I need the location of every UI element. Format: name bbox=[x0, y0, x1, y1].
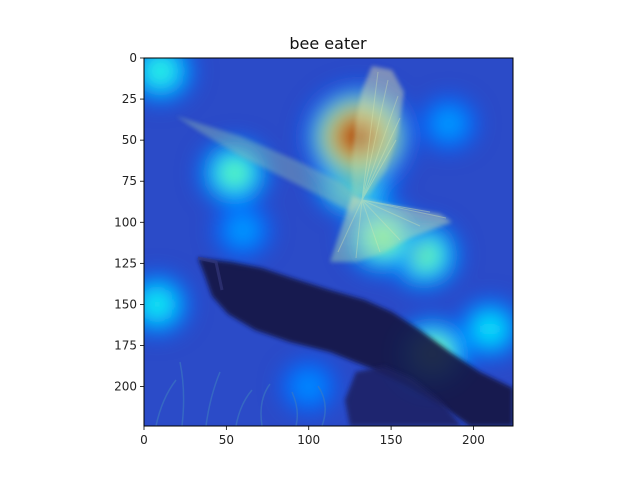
x-tick-label: 0 bbox=[140, 433, 148, 447]
y-tick-label: 125 bbox=[114, 256, 137, 270]
y-tick-label: 150 bbox=[114, 297, 137, 311]
y-axis: 0 25 50 75 100 125 150 175 200 bbox=[114, 51, 144, 394]
heat-spot bbox=[224, 163, 245, 183]
x-axis: 0 50 100 150 200 bbox=[140, 426, 485, 447]
y-tick-label: 100 bbox=[114, 215, 137, 229]
x-tick-label: 50 bbox=[219, 433, 234, 447]
heat-spot bbox=[440, 116, 457, 132]
heat-spot bbox=[480, 320, 500, 338]
bird-photo bbox=[176, 66, 452, 262]
heat-spot bbox=[150, 61, 171, 81]
chart-title: bee eater bbox=[289, 34, 367, 53]
y-tick-label: 75 bbox=[122, 174, 137, 188]
heat-spot bbox=[300, 379, 317, 395]
y-tick-label: 0 bbox=[129, 51, 137, 65]
branch-photo bbox=[197, 256, 513, 426]
y-tick-label: 50 bbox=[122, 133, 137, 147]
y-tick-label: 175 bbox=[114, 339, 137, 353]
y-tick-label: 200 bbox=[114, 380, 137, 394]
x-tick-label: 150 bbox=[380, 433, 403, 447]
heat-spot bbox=[147, 295, 167, 314]
y-tick-label: 25 bbox=[122, 92, 137, 106]
heatmap-image bbox=[144, 58, 513, 426]
grass-photo bbox=[155, 361, 326, 426]
heat-spot bbox=[234, 222, 251, 239]
axes-frame bbox=[143, 57, 514, 427]
x-tick-label: 200 bbox=[462, 433, 485, 447]
x-tick-label: 100 bbox=[297, 433, 320, 447]
